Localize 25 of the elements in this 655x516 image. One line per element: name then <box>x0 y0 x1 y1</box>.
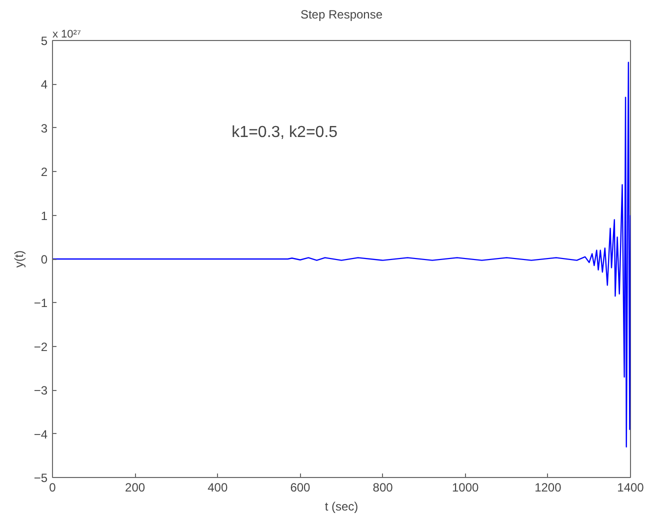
x-tick-label: 1400 <box>617 480 644 494</box>
y-tick-label: 3 <box>40 121 48 136</box>
y-tick-label: 2 <box>40 165 48 180</box>
x-tick-label: 1000 <box>452 480 480 494</box>
y-tick-label: 4 <box>40 78 48 92</box>
x-tick-label: 200 <box>125 480 146 494</box>
y-tick-label: −4 <box>34 427 48 442</box>
y-tick-label: −2 <box>34 340 48 354</box>
text: x 10²⁷ <box>52 28 81 40</box>
x-tick-label: 400 <box>208 480 228 494</box>
x-tick-label: 1200 <box>534 480 562 494</box>
y-tick-label: −3 <box>34 384 48 398</box>
annotation: k1=0.3, k2=0.5 <box>232 124 338 142</box>
x-axis-title: t (sec) <box>324 500 358 514</box>
y-tick-label: 5 <box>40 34 48 48</box>
y-tick-label: −5 <box>34 471 48 485</box>
x-tick-label: 800 <box>372 480 394 494</box>
line-series <box>52 62 630 448</box>
y-tick-label: 1 <box>40 208 48 223</box>
y-tick-label: 0 <box>40 252 48 266</box>
x-tick-label: 0 <box>49 480 56 494</box>
y-tick-label: −1 <box>34 296 48 310</box>
chart-title: Step Response <box>300 8 383 22</box>
y-axis-title: y(t) <box>12 250 26 268</box>
x-tick-label: 600 <box>290 480 311 494</box>
